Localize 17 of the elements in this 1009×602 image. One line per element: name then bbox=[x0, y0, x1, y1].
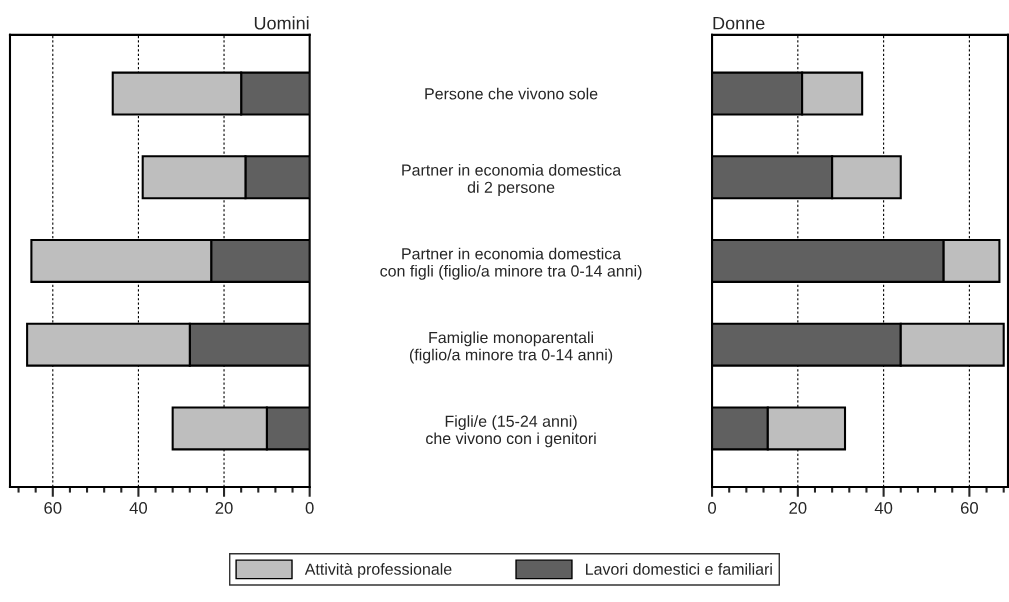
x-tick-label: 40 bbox=[129, 502, 148, 514]
y-tick-label: Persone che vivono sole bbox=[425, 87, 598, 100]
x-tick-label: 20 bbox=[215, 502, 233, 514]
x-tick-label: 0 bbox=[708, 502, 717, 514]
x-tick-label: 0 bbox=[305, 502, 314, 514]
y-tick-label: Famiglie monoparentali (figlio/a minore tra 0-14 anni) bbox=[409, 331, 613, 364]
chart-title: Donne bbox=[713, 16, 765, 30]
legend-label: Attività professionale bbox=[304, 562, 452, 578]
x-tick-label: 40 bbox=[874, 502, 893, 514]
legend-label: Lavori domestici e familiari bbox=[586, 563, 772, 575]
y-tick-label: Partner in economia domestica di 2 persone bbox=[402, 164, 622, 197]
x-tick-label: 20 bbox=[789, 502, 807, 514]
y-tick-label: Figli/e (15-24 anni) che vivono con i genitori bbox=[426, 415, 596, 448]
x-tick-label: 60 bbox=[960, 502, 979, 514]
x-tick-label: 60 bbox=[44, 502, 62, 514]
y-tick-label: Partner in economia domestica con figli (figlio/a minore tra 0-14 anni) bbox=[380, 247, 642, 280]
chart-title: Uomini bbox=[254, 16, 309, 30]
